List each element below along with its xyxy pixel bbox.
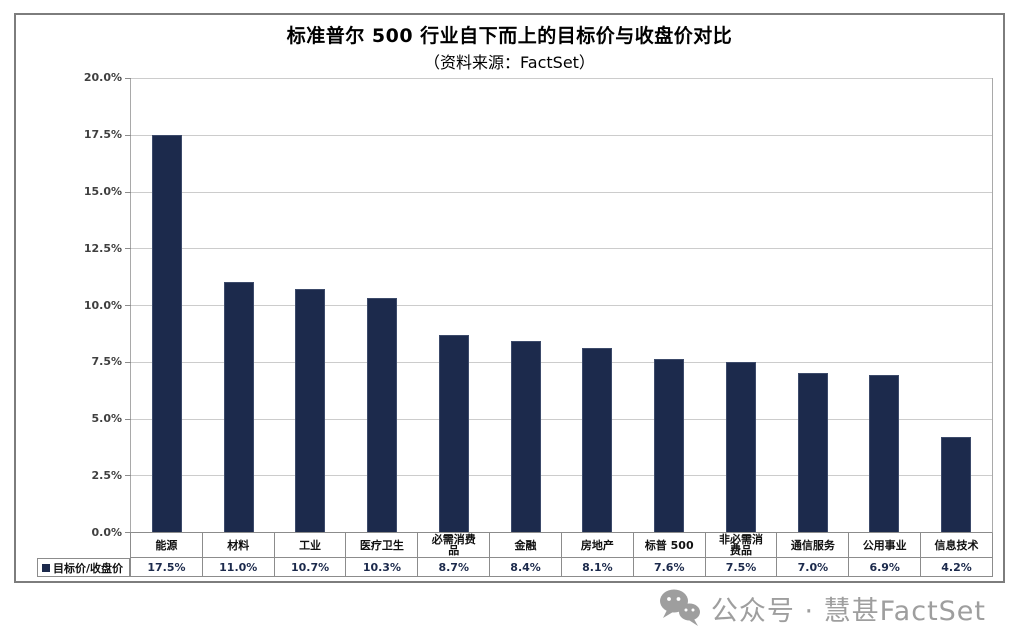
category-label: 能源 [155, 538, 178, 552]
bar [223, 282, 254, 532]
value-cell: 10.3% [346, 558, 419, 577]
y-tick [125, 418, 131, 420]
category-label: 信息技术 [934, 538, 979, 552]
category-label: 非必需消费品 [719, 533, 764, 557]
y-axis: 0.0% 2.5% 5.0% 7.5% 10.0% 12.5% 15.0% 17.5% 20.0… [16, 71, 122, 539]
value-cell: 11.0% [202, 558, 275, 577]
y-axis-label: 7.5% [91, 355, 122, 369]
y-axis-label: 0.0% [91, 526, 122, 539]
y-tick [125, 532, 131, 533]
category-label: 通信服务 [790, 538, 835, 552]
category-cell: 信息技术 [921, 533, 993, 558]
y-tick [125, 78, 131, 79]
bar-column [920, 78, 992, 532]
bar-column [490, 78, 562, 532]
y-tick [125, 305, 131, 306]
bar-column [203, 78, 275, 532]
bar-column [849, 78, 921, 532]
y-tick [125, 191, 131, 193]
value-cell: 10.7% [274, 558, 347, 577]
category-label: 公用事业 [862, 538, 907, 552]
chart-title: 标准普尔 500 行业自下而上的目标价与收盘价对比 [286, 25, 733, 47]
category-label: 医疗卫生 [359, 538, 404, 552]
category-cell: 房地产 [561, 533, 634, 558]
y-axis-label: 17.5% [83, 127, 122, 141]
category-cell: 通信服务 [777, 533, 850, 558]
y-axis-label: 15.0% [83, 184, 122, 198]
y-axis-label: 5.0% [91, 412, 122, 426]
category-label: 材料 [227, 538, 250, 552]
value-row: 17.5% 11.0% 10.7% 10.3% 8.7% 8.4% 8.1% 7.6% 7.5%… [130, 558, 993, 577]
bar-column [633, 78, 705, 532]
value-cell: 8.4% [490, 558, 562, 577]
category-cell: 材料 [202, 533, 275, 558]
bar [367, 298, 398, 532]
bar [725, 361, 756, 532]
value-cell: 8.7% [418, 558, 491, 577]
y-tick [125, 248, 131, 250]
value-cell: 17.5% [131, 558, 203, 577]
gridline [131, 361, 992, 363]
bar [797, 373, 828, 532]
category-cell: 医疗卫生 [346, 533, 419, 558]
bar [438, 334, 469, 532]
bar-column [562, 78, 634, 532]
bar [295, 289, 326, 532]
value-cell: 7.6% [633, 558, 706, 577]
category-label: 必需消费品 [431, 533, 476, 557]
legend-swatch-icon [42, 563, 50, 572]
watermark-text: 公众号 · 慧甚FactSet [710, 595, 986, 627]
plot-area [125, 78, 993, 533]
y-axis-label: 20.0% [83, 71, 122, 84]
gridline [131, 475, 992, 477]
category-label: 工业 [299, 538, 322, 552]
y-tick [125, 361, 131, 363]
value-cell: 4.2% [921, 558, 993, 577]
category-cell: 公用事业 [849, 533, 922, 558]
category-cell: 标普 500 [633, 533, 706, 558]
chart-frame: 标准普尔 500 行业自下而上的目标价与收盘价对比 （资料来源：FactSet）… [14, 13, 1005, 583]
category-cell: 金融 [490, 533, 562, 558]
bar-column [777, 78, 849, 532]
gridline [131, 134, 992, 136]
watermark: 公众号 · 慧甚FactSet [658, 588, 986, 628]
y-axis-label: 10.0% [83, 298, 122, 312]
gridline [131, 78, 992, 79]
y-axis-label: 2.5% [91, 469, 122, 483]
category-cell: 能源 [131, 533, 203, 558]
legend: 目标价/收盘价 [37, 558, 130, 577]
value-cell: 6.9% [849, 558, 922, 577]
bar [941, 436, 972, 532]
wechat-icon [659, 589, 700, 626]
bar-column [418, 78, 490, 532]
gridline [131, 248, 992, 250]
bar [582, 348, 613, 532]
category-row: 能源 材料 工业 医疗卫生 必需消费品 金融 房地产 标普 500 非必需消费品 通信服务 公用事业… [130, 533, 993, 558]
bar [510, 341, 541, 532]
category-label: 标普 500 [644, 538, 694, 552]
value-cell: 7.5% [705, 558, 778, 577]
gridline [131, 305, 992, 306]
y-axis-label: 12.5% [83, 241, 122, 255]
category-cell: 工业 [274, 533, 347, 558]
bar-column [705, 78, 777, 532]
bar-column [131, 78, 203, 532]
y-tick [125, 475, 131, 477]
bar [151, 134, 182, 532]
value-cell: 7.0% [777, 558, 850, 577]
chart-subtitle: （资料来源：FactSet） [424, 53, 595, 72]
bar [869, 375, 900, 532]
gridline [131, 418, 992, 420]
category-label: 金融 [514, 538, 537, 552]
bar-column [346, 78, 418, 532]
y-tick [125, 134, 131, 136]
gridline [131, 191, 992, 193]
bar-column [274, 78, 346, 532]
category-cell: 必需消费品 [418, 533, 491, 558]
legend-label: 目标价/收盘价 [53, 561, 124, 575]
value-cell: 8.1% [561, 558, 634, 577]
category-cell: 非必需消费品 [705, 533, 778, 558]
category-label: 房地产 [580, 538, 614, 552]
bar [654, 359, 685, 532]
